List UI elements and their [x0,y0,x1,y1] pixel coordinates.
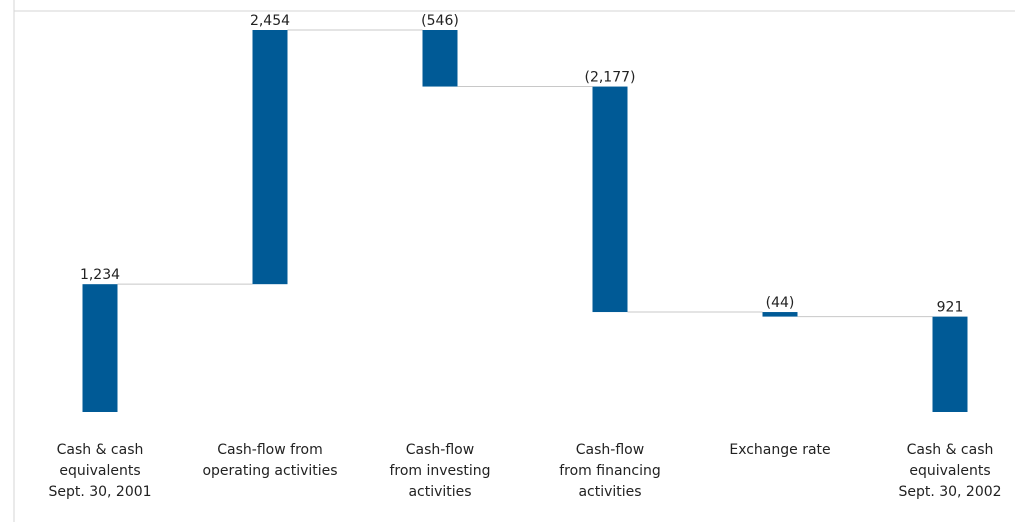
bar-5 [762,312,798,317]
category-label-4: Cash-flow from financing activities [559,442,661,500]
connector-lines [117,29,933,318]
value-labels-group: 1,234 2,454 (546) (2,177) (44) 921 [80,13,963,316]
value-label-4: (2,177) [584,70,635,86]
value-label-1: 1,234 [80,267,120,283]
value-label-2: 2,454 [250,13,290,29]
bars-group [82,30,968,412]
bar-6 [932,316,968,412]
category-label-6: Cash & cash equivalents Sept. 30, 2002 [898,442,1002,500]
value-label-6: 921 [937,300,964,316]
category-label-3: Cash-flow from investing activities [389,442,491,500]
value-label-5: (44) [766,295,795,311]
bar-1 [82,284,118,412]
bar-2 [252,30,288,285]
bar-4 [592,86,628,313]
bar-3 [422,30,458,87]
category-label-2: Cash-flow from operating activities [202,442,338,479]
category-label-1: Cash & cash equivalents Sept. 30, 2001 [48,442,152,500]
value-label-3: (546) [421,13,459,29]
category-label-5: Exchange rate [729,442,831,458]
